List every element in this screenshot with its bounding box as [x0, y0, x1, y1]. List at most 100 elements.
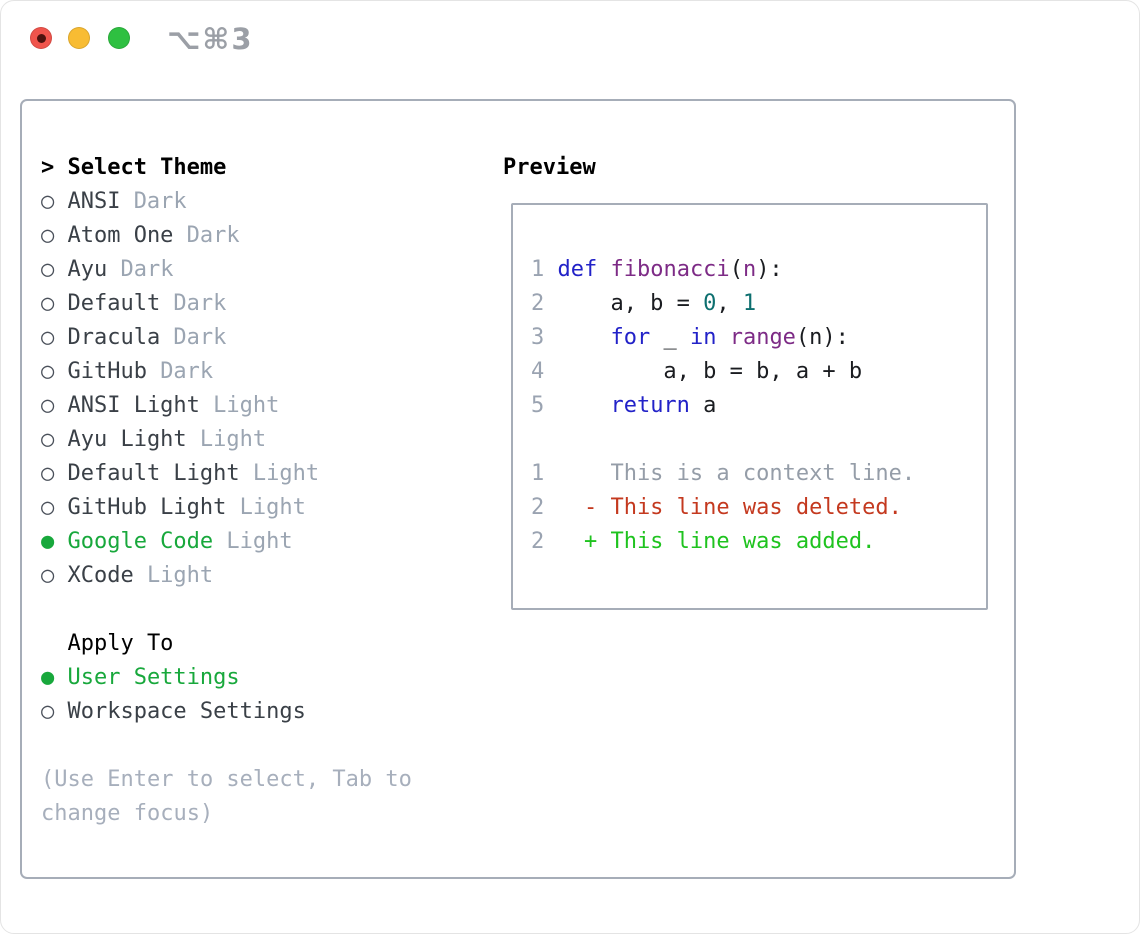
theme-option[interactable]: ○ Atom One Dark [41, 219, 471, 253]
blank-line [531, 423, 986, 457]
code-token: for [610, 325, 651, 350]
code-token: n [742, 257, 757, 282]
preview-line: 2 a, b = 0, 1 [531, 287, 986, 321]
radio-icon: ● [41, 529, 55, 554]
code-token: , [716, 291, 743, 316]
theme-option[interactable]: ○ Ayu Dark [41, 253, 471, 287]
code-token: a, b = b, a + b [557, 359, 863, 384]
list-gap [41, 729, 471, 763]
radio-icon: ○ [41, 359, 55, 384]
preview-line: 2 + This line was added. [531, 525, 986, 559]
preview-line: 4 a, b = b, a + b [531, 355, 986, 389]
line-number: 5 [531, 393, 545, 418]
theme-option[interactable]: ○ Dracula Dark [41, 321, 471, 355]
apply-to-header: Apply To [41, 627, 471, 661]
list-gap [41, 593, 471, 627]
theme-name: Dracula [67, 325, 161, 350]
preview-title: Preview [503, 155, 596, 180]
preview-line: 3 for _ in range(n): [531, 321, 986, 355]
radio-icon: ○ [41, 393, 55, 418]
theme-name: XCode [67, 563, 134, 588]
code-token [597, 257, 610, 282]
window-titlebar: ⌥⌘3 [1, 1, 1139, 75]
theme-option[interactable]: ○ XCode Light [41, 559, 471, 593]
preview-line: 2 - This line was deleted. [531, 491, 986, 525]
code-token: _ [650, 325, 690, 350]
radio-icon: ○ [41, 427, 55, 452]
theme-option[interactable]: ○ GitHub Light Light [41, 491, 471, 525]
code-token: (n): [795, 325, 849, 350]
code-token: 1 [742, 291, 757, 316]
theme-variant: Light [146, 563, 214, 588]
code-token [557, 393, 610, 418]
theme-option[interactable]: ○ ANSI Light Light [41, 389, 471, 423]
theme-option[interactable]: ○ GitHub Dark [41, 355, 471, 389]
line-content: def fibonacci(n): [557, 253, 782, 287]
theme-variant: Light [226, 529, 293, 554]
radio-icon: ○ [41, 495, 55, 520]
theme-option[interactable]: ● Google Code Light [41, 525, 471, 559]
theme-variant: Dark [133, 189, 187, 214]
radio-icon: ○ [41, 257, 55, 282]
apply-to-option[interactable]: ○ Workspace Settings [41, 695, 471, 729]
code-token [557, 325, 610, 350]
theme-option[interactable]: ○ Ayu Light Light [41, 423, 471, 457]
code-token: range [729, 325, 796, 350]
theme-name: GitHub [67, 359, 147, 384]
theme-variant: Light [252, 461, 320, 486]
theme-variant: Dark [173, 291, 227, 316]
preview-line: 1 def fibonacci(n): [531, 253, 986, 287]
line-content: for _ in range(n): [557, 321, 848, 355]
theme-variant: Light [213, 393, 280, 418]
radio-icon: ○ [41, 291, 55, 316]
zoom-button[interactable] [108, 27, 130, 49]
line-number: 1 [531, 257, 545, 282]
code-token: in [689, 325, 717, 350]
radio-icon: ○ [41, 189, 55, 214]
theme-variant: Dark [173, 325, 227, 350]
theme-list-pane: > Select Theme ○ ANSI Dark ○ Atom One Dark ○ A… [41, 151, 471, 831]
diff-line-content: + This line was added. [557, 529, 876, 554]
code-token: fibonacci [610, 257, 730, 282]
apply-to-option[interactable]: ● User Settings [41, 661, 471, 695]
theme-name: Ayu Light [67, 427, 187, 452]
theme-option[interactable]: ○ Default Dark [41, 287, 471, 321]
close-button-dot-icon [36, 33, 46, 43]
line-number: 2 [531, 291, 545, 316]
radio-icon: ● [41, 665, 55, 690]
diff-line-content: This is a context line. [557, 461, 916, 486]
apply-to-list: ● User Settings ○ Workspace Settings [41, 661, 471, 729]
theme-list: ○ ANSI Dark ○ Atom One Dark ○ Ayu Dark ○ Defaul… [41, 185, 471, 593]
line-content: a, b = b, a + b [557, 355, 862, 389]
theme-name: GitHub Light [67, 495, 227, 520]
diff-line-content: - This line was deleted. [557, 495, 902, 520]
line-content: a, b = 0, 1 [557, 287, 756, 321]
line-number: 2 [531, 529, 545, 554]
close-button[interactable] [30, 27, 52, 49]
minimize-button[interactable] [68, 27, 90, 49]
theme-name: Ayu [67, 257, 108, 282]
line-number [531, 423, 544, 457]
apply-to-title: Apply To [67, 631, 174, 656]
theme-option[interactable]: ○ Default Light Light [41, 457, 471, 491]
line-content: return a [557, 389, 716, 423]
page-title: Select Theme [67, 155, 227, 180]
preview-box: 1 def fibonacci(n): 2 a, b = 0, 1 3 for _… [511, 203, 988, 610]
theme-variant: Dark [186, 223, 240, 248]
line-number: 4 [531, 359, 545, 384]
apply-to-label: Workspace Settings [67, 699, 306, 724]
theme-name: Atom One [67, 223, 174, 248]
theme-option[interactable]: ○ ANSI Dark [41, 185, 471, 219]
theme-name: ANSI Light [67, 393, 200, 418]
code-token: a [689, 393, 717, 418]
theme-name: Google Code [67, 529, 214, 554]
theme-variant: Light [239, 495, 306, 520]
radio-icon: ○ [41, 223, 55, 248]
code-token: ( [729, 257, 743, 282]
preview-line: 5 return a [531, 389, 986, 423]
apply-to-indent [41, 627, 54, 661]
theme-name: ANSI [67, 189, 121, 214]
theme-variant: Dark [120, 257, 174, 282]
code-token: ): [756, 257, 783, 282]
